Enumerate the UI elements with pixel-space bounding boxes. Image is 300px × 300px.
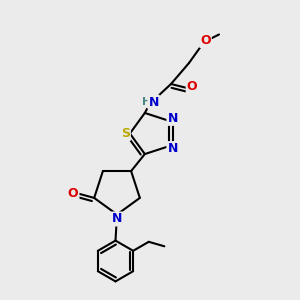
Text: N: N: [167, 142, 178, 155]
Text: N: N: [148, 95, 159, 109]
Text: O: O: [200, 34, 211, 47]
Text: H: H: [142, 97, 151, 107]
Text: O: O: [187, 80, 197, 93]
Text: N: N: [112, 212, 122, 226]
Text: S: S: [121, 127, 130, 140]
Text: O: O: [68, 187, 79, 200]
Text: N: N: [167, 112, 178, 125]
